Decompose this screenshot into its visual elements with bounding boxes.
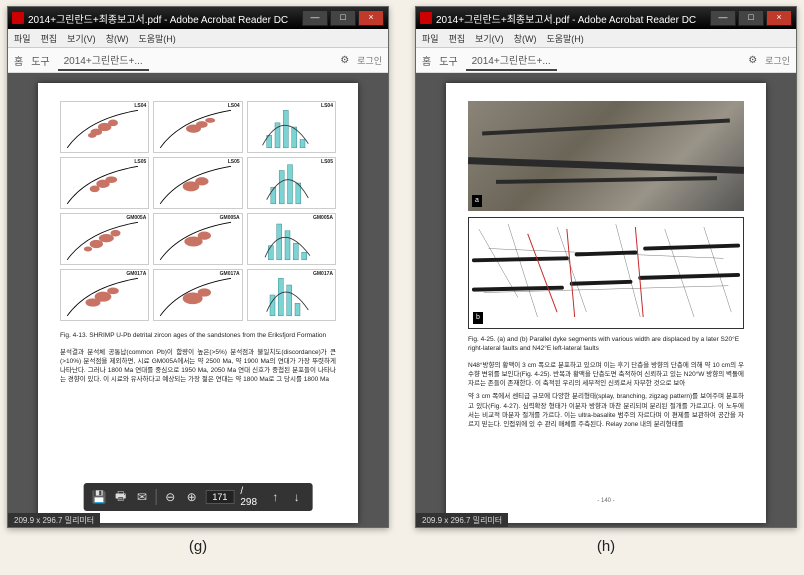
chart-label: GM005A — [126, 215, 146, 222]
toolbar: 홈 도구 2014+그린란드+... ⚙ 로그인 — [416, 48, 796, 73]
window-title: 2014+그린란드+최종보고서.pdf - Adobe Acrobat Read… — [436, 11, 706, 26]
menu-help[interactable]: 도움말(H) — [138, 32, 175, 45]
figure-caption-g: Fig. 4-13. SHRIMP U-Pb detrital zircon a… — [60, 331, 336, 340]
page-up-icon[interactable]: ↑ — [268, 489, 283, 505]
chart-ls04-concordia-2: LS04 — [153, 101, 242, 153]
zoom-in-icon[interactable]: ⊕ — [184, 489, 199, 505]
menu-view[interactable]: 보기(V) — [67, 32, 96, 45]
page-number-box[interactable]: 171 — [205, 490, 234, 504]
menu-help[interactable]: 도움말(H) — [546, 32, 583, 45]
separator — [156, 489, 157, 505]
subcaption-g: (g) — [189, 538, 207, 555]
reader-floating-toolbar: 💾 🖶 ✉ ⊖ ⊕ 171 / 298 ↑ ↓ — [84, 483, 313, 511]
chart-gm005a-histogram: GM005A — [247, 213, 336, 265]
close-button[interactable]: × — [358, 10, 384, 26]
home-button[interactable]: 홈 — [422, 53, 431, 68]
body-text-h-2: 약 3 cm 폭에서 센티급 규모에 다양한 분리형태(splay, branc… — [468, 392, 744, 428]
chart-gm017a-concordia-1: GM017A — [60, 269, 149, 321]
pdf-page-g: LS04 LS04 LS04 LS05 — [38, 83, 358, 523]
chart-label: GM017A — [126, 271, 146, 278]
chart-ls04-histogram: LS04 — [247, 101, 336, 153]
menubar: 파일 편집 보기(V) 창(W) 도움말(H) — [8, 29, 388, 48]
zoom-out-icon[interactable]: ⊖ — [163, 489, 178, 505]
chart-label: LS04 — [321, 103, 333, 110]
line-drawing: b — [468, 217, 744, 329]
chart-label: LS05 — [321, 159, 333, 166]
panel-g: 2014+그린란드+최종보고서.pdf - Adobe Acrobat Read… — [8, 6, 388, 555]
chart-gm017a-concordia-2: GM017A — [153, 269, 242, 321]
pdf-page-h: b Fig. 4-25. (a) and (b) Parallel dyke s… — [446, 83, 766, 523]
menu-window[interactable]: 창(W) — [514, 32, 537, 45]
save-icon[interactable]: 💾 — [92, 489, 107, 505]
document-viewport[interactable]: b Fig. 4-25. (a) and (b) Parallel dyke s… — [416, 73, 796, 527]
panel-h: 2014+그린란드+최종보고서.pdf - Adobe Acrobat Read… — [416, 6, 796, 555]
acrobat-window-g: 2014+그린란드+최종보고서.pdf - Adobe Acrobat Read… — [7, 6, 389, 528]
subcaption-h: (h) — [597, 538, 615, 555]
menu-file[interactable]: 파일 — [422, 32, 439, 45]
menu-file[interactable]: 파일 — [14, 32, 31, 45]
chart-label: LS05 — [134, 159, 146, 166]
mail-icon[interactable]: ✉ — [134, 489, 149, 505]
status-bar: 209.9 x 296.7 밀리미터 — [8, 513, 100, 527]
minimize-button[interactable]: — — [302, 10, 328, 26]
status-bar: 209.9 x 296.7 밀리미터 — [416, 513, 508, 527]
window-buttons: — □ × — [302, 10, 384, 26]
menu-view[interactable]: 보기(V) — [475, 32, 504, 45]
tools-button[interactable]: 도구 — [31, 53, 49, 68]
chart-ls05-concordia-1: LS05 — [60, 157, 149, 209]
chart-label: GM017A — [313, 271, 333, 278]
tools-button[interactable]: 도구 — [439, 53, 457, 68]
window-buttons: — □ × — [710, 10, 792, 26]
chart-gm005a-concordia-2: GM005A — [153, 213, 242, 265]
chart-ls05-concordia-2: LS05 — [153, 157, 242, 209]
field-photo — [468, 101, 744, 211]
gear-icon[interactable]: ⚙ — [748, 55, 757, 66]
home-button[interactable]: 홈 — [14, 53, 23, 68]
body-text-h-1: N48°방향의 황맥이 3 cm 폭으로 분포하고 있으며 이는 후기 단층을 … — [468, 361, 744, 388]
pdf-icon — [12, 12, 24, 24]
login-link[interactable]: 로그인 — [357, 54, 382, 67]
page-down-icon[interactable]: ↓ — [289, 489, 304, 505]
acrobat-window-h: 2014+그린란드+최종보고서.pdf - Adobe Acrobat Read… — [415, 6, 797, 528]
window-title: 2014+그린란드+최종보고서.pdf - Adobe Acrobat Read… — [28, 11, 298, 26]
chart-ls04-concordia-1: LS04 — [60, 101, 149, 153]
chart-gm017a-histogram: GM017A — [247, 269, 336, 321]
menubar: 파일 편집 보기(V) 창(W) 도움말(H) — [416, 29, 796, 48]
menu-edit[interactable]: 편집 — [449, 32, 466, 45]
page-total: / 298 — [240, 486, 261, 508]
chart-gm005a-concordia-1: GM005A — [60, 213, 149, 265]
chart-label: GM005A — [313, 215, 333, 222]
chart-label: LS04 — [134, 103, 146, 110]
document-tab[interactable]: 2014+그린란드+... — [58, 50, 149, 71]
print-icon[interactable]: 🖶 — [113, 489, 128, 505]
chart-label: GM005A — [220, 215, 240, 222]
chart-label: LS05 — [228, 159, 240, 166]
document-viewport[interactable]: LS04 LS04 LS04 LS05 — [8, 73, 388, 527]
pdf-icon — [420, 12, 432, 24]
chart-grid: LS04 LS04 LS04 LS05 — [60, 101, 336, 321]
body-text-g: 분석결과 분석체 공통납(common Pb)이 함량이 높은(>5%) 분석점… — [60, 348, 336, 384]
menu-window[interactable]: 창(W) — [106, 32, 129, 45]
chart-label: LS04 — [228, 103, 240, 110]
maximize-button[interactable]: □ — [330, 10, 356, 26]
menu-edit[interactable]: 편집 — [41, 32, 58, 45]
page-number-footer: - 140 - — [468, 497, 744, 505]
titlebar: 2014+그린란드+최종보고서.pdf - Adobe Acrobat Read… — [416, 7, 796, 29]
chart-ls05-histogram: LS05 — [247, 157, 336, 209]
toolbar: 홈 도구 2014+그린란드+... ⚙ 로그인 — [8, 48, 388, 73]
subfigure-label-b: b — [473, 312, 483, 324]
figure-caption-h: Fig. 4-25. (a) and (b) Parallel dyke seg… — [468, 335, 744, 353]
titlebar: 2014+그린란드+최종보고서.pdf - Adobe Acrobat Read… — [8, 7, 388, 29]
chart-label: GM017A — [220, 271, 240, 278]
login-link[interactable]: 로그인 — [765, 54, 790, 67]
close-button[interactable]: × — [766, 10, 792, 26]
maximize-button[interactable]: □ — [738, 10, 764, 26]
gear-icon[interactable]: ⚙ — [340, 55, 349, 66]
minimize-button[interactable]: — — [710, 10, 736, 26]
document-tab[interactable]: 2014+그린란드+... — [466, 50, 557, 71]
